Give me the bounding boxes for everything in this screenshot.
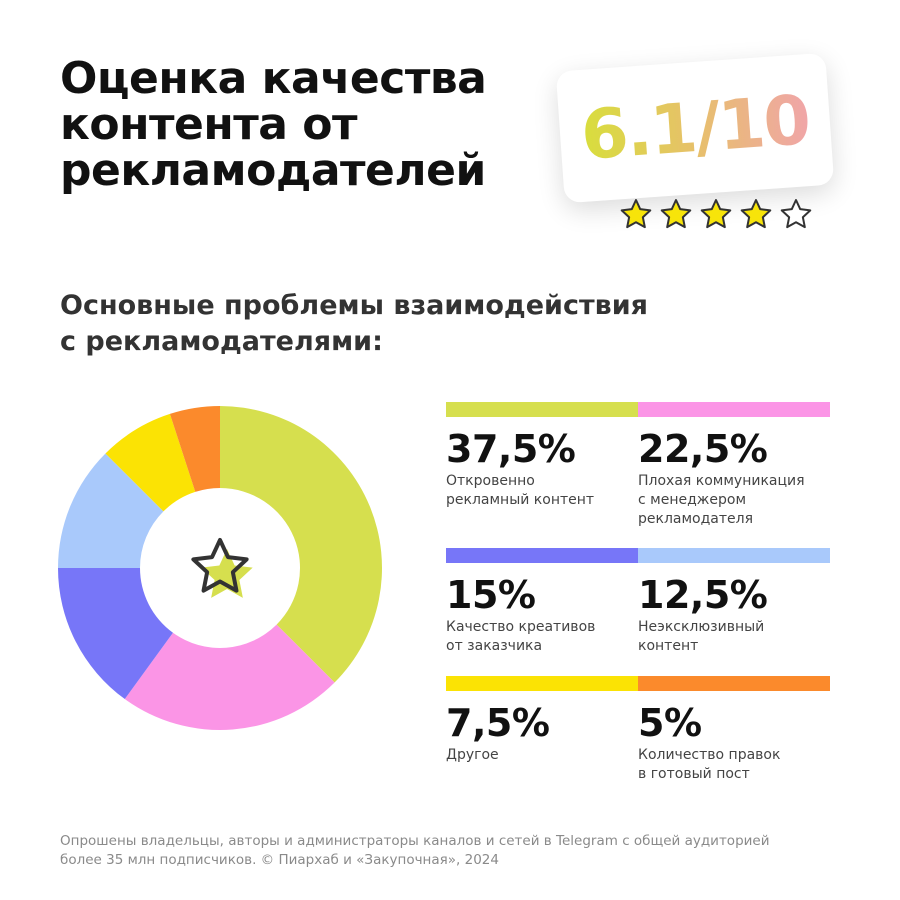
donut-slice-4 — [58, 453, 164, 568]
legend-item: 15% Качество креативов от заказчика — [446, 548, 638, 656]
title-line: Оценка качества — [60, 53, 487, 104]
legend-label: Другое — [446, 747, 499, 763]
legend-color-bar — [638, 548, 830, 563]
title-line: контента от — [60, 99, 357, 150]
chart-legend: 37,5% Откровенно рекламный контент 22,5% Пл… — [446, 402, 830, 802]
subtitle-line: с рекламодателями: — [60, 326, 383, 357]
footnote-line: Опрошены владельцы, авторы и администрат… — [60, 833, 770, 849]
donut-chart — [58, 406, 382, 730]
legend-percent: 22,5% — [638, 427, 768, 471]
legend-percent: 15% — [446, 573, 536, 617]
donut-slice-3 — [58, 568, 173, 700]
legend-color-bar — [446, 548, 638, 563]
star-filled-icon — [660, 199, 692, 229]
star-empty-icon — [780, 199, 812, 229]
donut-slice-1 — [220, 406, 382, 683]
footnote-line: более 35 млн подписчиков. © Пиархаб и «З… — [60, 852, 499, 868]
legend-label: Откровенно рекламный контент — [446, 473, 595, 508]
legend-label: Неэксклюзивный контент — [638, 619, 765, 654]
legend-color-bar — [446, 676, 638, 691]
legend-label: Качество креативов от заказчика — [446, 619, 596, 654]
legend-percent: 7,5% — [446, 701, 550, 745]
section-subtitle: Основные проблемы взаимодействия с рекла… — [60, 288, 700, 360]
star-filled-icon — [700, 199, 732, 229]
donut-slice-2 — [124, 624, 335, 730]
legend-color-bar — [446, 402, 638, 417]
legend-color-bar — [638, 402, 830, 417]
legend-item: 37,5% Откровенно рекламный контент — [446, 402, 638, 510]
rating-stars — [620, 199, 812, 229]
legend-percent: 37,5% — [446, 427, 576, 471]
legend-percent: 5% — [638, 701, 702, 745]
star-filled-icon — [740, 199, 772, 229]
donut-slice-6 — [169, 406, 220, 492]
star-filled-icon — [620, 199, 652, 229]
legend-color-bar — [638, 676, 830, 691]
subtitle-line: Основные проблемы взаимодействия — [60, 290, 648, 321]
legend-label: Плохая коммуникация с менеджером рекламо… — [638, 473, 805, 527]
star-icon — [191, 538, 253, 598]
page-title: Оценка качества контента от рекламодател… — [60, 56, 530, 194]
title-line: рекламодателей — [60, 145, 486, 196]
legend-item: 12,5% Неэксклюзивный контент — [638, 548, 830, 656]
legend-item: 5% Количество правок в готовый пост — [638, 676, 830, 784]
donut-slice-5 — [105, 413, 196, 512]
legend-percent: 12,5% — [638, 573, 768, 617]
footnote: Опрошены владельцы, авторы и администрат… — [60, 832, 860, 870]
score-value: 6.1/10 — [578, 80, 812, 176]
legend-item: 7,5% Другое — [446, 676, 638, 765]
legend-item: 22,5% Плохая коммуникация с менеджером ре… — [638, 402, 830, 529]
legend-label: Количество правок в готовый пост — [638, 747, 781, 782]
score-card: 6.1/10 — [555, 52, 835, 204]
